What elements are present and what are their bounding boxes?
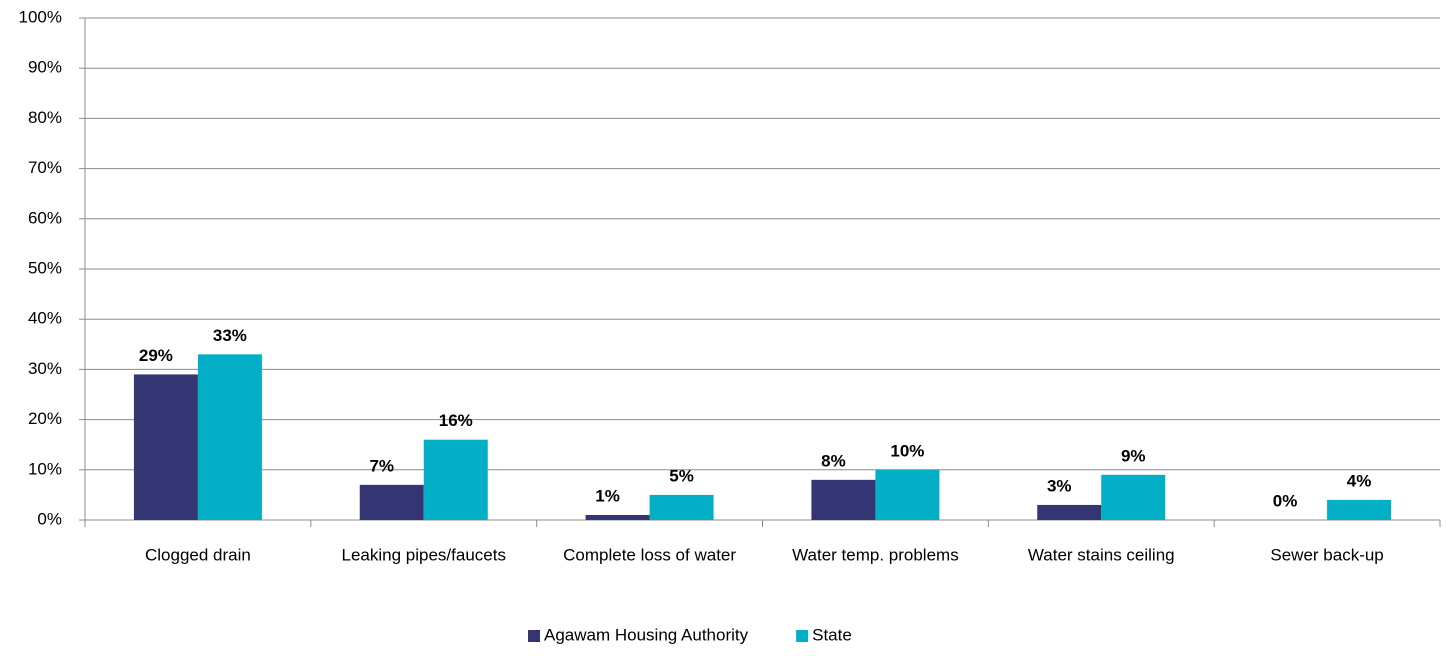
value-label: 8% xyxy=(821,451,846,470)
bar xyxy=(359,484,424,520)
value-label: 5% xyxy=(669,466,694,485)
y-tick-label: 80% xyxy=(28,108,62,127)
bar xyxy=(875,469,940,520)
bar xyxy=(1101,474,1166,520)
y-tick-label: 20% xyxy=(28,409,62,428)
x-tick-label: Leaking pipes/faucets xyxy=(342,545,506,564)
bar xyxy=(1327,499,1392,520)
value-label: 1% xyxy=(595,486,620,505)
x-tick-label: Sewer back-up xyxy=(1270,545,1383,564)
bar xyxy=(133,374,198,520)
y-tick-label: 100% xyxy=(19,7,62,26)
x-tick-label: Water stains ceiling xyxy=(1028,545,1175,564)
bar xyxy=(197,354,262,520)
legend-swatch xyxy=(528,630,540,642)
legend-swatch xyxy=(796,630,809,642)
value-label: 7% xyxy=(369,456,394,475)
y-tick-label: 50% xyxy=(28,258,62,277)
x-tick-label: Water temp. problems xyxy=(792,545,959,564)
value-label: 3% xyxy=(1047,476,1072,495)
y-tick-label: 0% xyxy=(37,509,62,528)
y-tick-label: 70% xyxy=(28,158,62,177)
value-label: 10% xyxy=(890,441,924,460)
y-tick-label: 30% xyxy=(28,359,62,378)
value-label: 16% xyxy=(439,411,473,430)
value-label: 29% xyxy=(139,346,173,365)
bar xyxy=(1037,504,1102,520)
y-tick-label: 60% xyxy=(28,208,62,227)
legend-label: State xyxy=(812,625,852,644)
y-tick-label: 10% xyxy=(28,459,62,478)
y-tick-label: 90% xyxy=(28,58,62,77)
bar xyxy=(811,479,876,520)
x-tick-label: Clogged drain xyxy=(145,545,251,564)
bar xyxy=(423,439,488,520)
value-label: 0% xyxy=(1273,491,1298,510)
value-label: 9% xyxy=(1121,446,1146,465)
y-tick-label: 40% xyxy=(28,309,62,328)
value-label: 4% xyxy=(1347,471,1372,490)
bar xyxy=(649,494,714,520)
bar xyxy=(585,514,650,520)
value-label: 33% xyxy=(213,326,247,345)
legend-label: Agawam Housing Authority xyxy=(544,625,749,644)
x-tick-label: Complete loss of water xyxy=(563,545,736,564)
